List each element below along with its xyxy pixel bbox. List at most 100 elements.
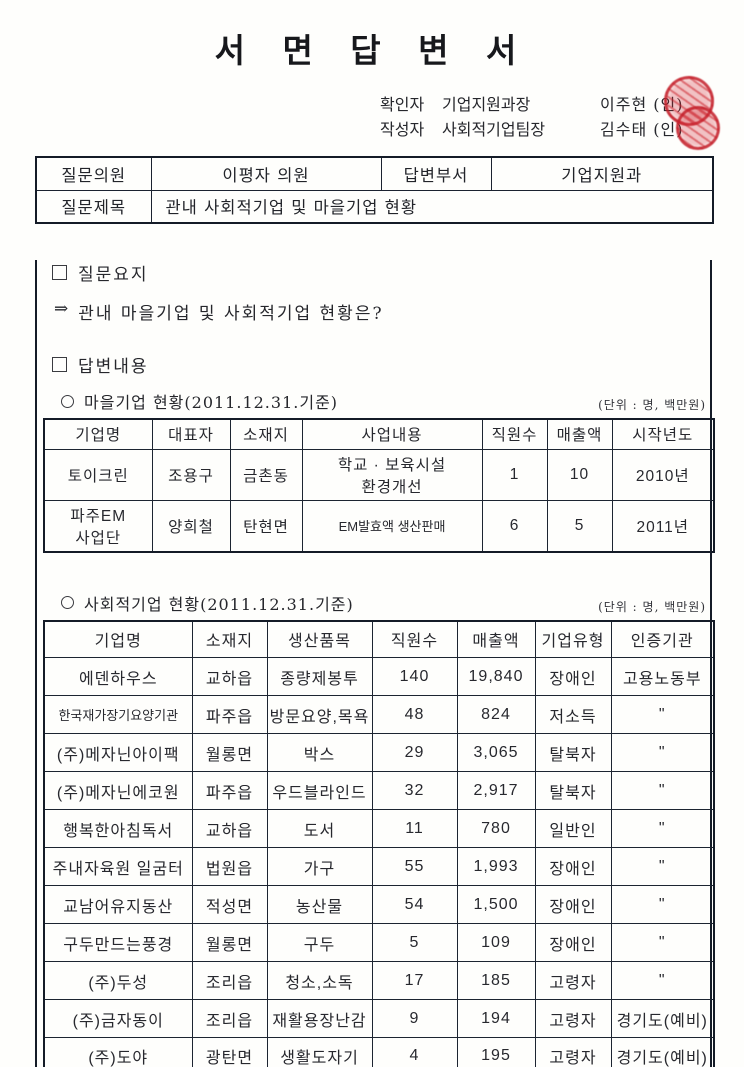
question-header-table: 질문의원 이평자 의원 답변부서 기업지원과 질문제목 관내 사회적기업 및 마…	[35, 156, 714, 224]
question-title-value: 관내 사회적기업 및 마을기업 현황	[150, 189, 714, 224]
table-row: 행복한아침독서 교하읍 도서 11 780 일반인 "	[43, 809, 715, 848]
table-cell: 6	[481, 499, 548, 552]
table-row: 에덴하우스 교하읍 종량제봉투 140 19,840 장애인 고용노동부	[43, 657, 715, 696]
social-table-caption-row: 사회적기업 현황(2011.12.31.기준) (단위 : 명, 백만원)	[61, 591, 706, 615]
table-cell: "	[610, 885, 715, 924]
table-cell: 5	[546, 499, 613, 552]
column-header: 기업유형	[534, 620, 612, 658]
column-header: 직원수	[481, 418, 548, 450]
table-cell: 32	[371, 771, 458, 810]
answer-content-heading: 답변내용	[52, 352, 710, 377]
question-summary-text-line: ⇒ 관내 마을기업 및 사회적기업 현황은?	[54, 299, 710, 324]
table-cell: 토이크린	[43, 448, 153, 501]
table-cell: 고용노동부	[610, 657, 715, 696]
answer-dept-label: 답변부서	[380, 156, 492, 191]
table-cell: 종량제봉투	[266, 657, 373, 696]
table-cell: 학교 · 보육시설 환경개선	[301, 448, 483, 501]
author-position: 사회적기업팀장	[442, 120, 546, 139]
column-header: 시작년도	[611, 418, 715, 450]
table-cell: 농산물	[266, 885, 373, 924]
table-cell: 경기도(예비)	[610, 999, 715, 1038]
table-cell: 9	[371, 999, 458, 1038]
question-summary-heading: 질문요지	[52, 260, 710, 285]
village-table-unit-note: (단위 : 명, 백만원)	[598, 398, 706, 412]
table-cell: 2011년	[611, 499, 715, 552]
table-cell: 가구	[266, 847, 373, 886]
column-header: 직원수	[371, 620, 458, 658]
table-cell: 저소득	[534, 695, 612, 734]
table-cell: 고령자	[534, 961, 612, 1000]
table-cell: 우드블라인드	[266, 771, 373, 810]
author-name-seal: 김수태 (인)	[600, 120, 684, 139]
answer-dept-value: 기업지원과	[490, 156, 714, 191]
confirmer-role-label: 확인자	[380, 95, 425, 114]
table-cell: 행복한아침독서	[43, 809, 193, 848]
table-cell: 청소,소독	[266, 961, 373, 1000]
column-header: 기업명	[43, 418, 153, 450]
table-cell: 주내자육원 일굼터	[43, 847, 193, 886]
table-cell: 195	[456, 1037, 536, 1067]
checkbox-square-icon	[52, 357, 67, 372]
table-cell: 박스	[266, 733, 373, 772]
table-cell: 185	[456, 961, 536, 1000]
table-cell: "	[610, 809, 715, 848]
table-cell: (주)도야	[43, 1037, 193, 1067]
approval-block: 확인자 기업지원과장 이주현 (인) 작성자 사회적기업팀장 김수태 (인)	[380, 76, 720, 150]
table-cell: (주)메자닌에코원	[43, 771, 193, 810]
table-cell: "	[610, 733, 715, 772]
table-cell: 1,993	[456, 847, 536, 886]
table-cell: 54	[371, 885, 458, 924]
table-cell: 고령자	[534, 1037, 612, 1067]
table-row: (주)메자닌에코원 파주읍 우드블라인드 32 2,917 탈북자 "	[43, 771, 715, 810]
column-header: 매출액	[456, 620, 536, 658]
table-cell: (주)금자동이	[43, 999, 193, 1038]
table-cell: 109	[456, 923, 536, 962]
approval-row-confirmer: 확인자 기업지원과장 이주현 (인)	[380, 92, 692, 117]
table-cell: 적성면	[191, 885, 268, 924]
table-cell: 생활도자기	[266, 1037, 373, 1067]
table-cell: 탈북자	[534, 733, 612, 772]
table-row: 주내자육원 일굼터 법원읍 가구 55 1,993 장애인 "	[43, 847, 715, 886]
table-cell: "	[610, 923, 715, 962]
table-cell: 17	[371, 961, 458, 1000]
table-cell: (주)두성	[43, 961, 193, 1000]
village-enterprise-table: 기업명 대표자 소재지 사업내용 직원수 매출액 시작년도 토이크린 조용구 금촌동 학교 · 보…	[43, 418, 715, 553]
checkbox-square-icon	[52, 265, 67, 280]
table-cell: 55	[371, 847, 458, 886]
table-header-row: 기업명 대표자 소재지 사업내용 직원수 매출액 시작년도	[43, 418, 715, 450]
question-member-value: 이평자 의원	[150, 156, 382, 191]
table-cell: 10	[546, 448, 613, 501]
table-cell: 2,917	[456, 771, 536, 810]
table-cell: 조리읍	[191, 961, 268, 1000]
double-arrow-icon: ⇒	[54, 299, 71, 319]
table-cell: 11	[371, 809, 458, 848]
table-row: (주)메자닌아이팩 월롱면 박스 29 3,065 탈북자 "	[43, 733, 715, 772]
circle-bullet-icon	[61, 394, 74, 408]
column-header: 소재지	[229, 418, 303, 450]
table-cell: 구두	[266, 923, 373, 962]
question-summary-label: 질문요지	[78, 265, 149, 285]
column-header: 소재지	[191, 620, 268, 658]
table-cell: 파주읍	[191, 695, 268, 734]
approval-row-author: 작성자 사회적기업팀장 김수태 (인)	[380, 117, 692, 142]
confirmer-position: 기업지원과장	[442, 95, 531, 114]
table-cell: (주)메자닌아이팩	[43, 733, 193, 772]
social-table-unit-note: (단위 : 명, 백만원)	[598, 599, 706, 614]
table-cell: 29	[371, 733, 458, 772]
table-cell: 3,065	[456, 733, 536, 772]
table-row: 질문의원 이평자 의원 답변부서 기업지원과	[35, 156, 714, 191]
answer-body-box: 질문요지 ⇒ 관내 마을기업 및 사회적기업 현황은? 답변내용 마을기업 현황…	[35, 260, 715, 1067]
social-table-caption: 사회적기업 현황(2011.12.31.기준)	[61, 591, 354, 615]
table-cell: 140	[371, 657, 458, 696]
table-cell: 장애인	[534, 657, 612, 696]
table-cell: 한국재가장기요양기관	[43, 695, 193, 734]
table-cell: 구두만드는풍경	[43, 923, 193, 962]
table-row: 토이크린 조용구 금촌동 학교 · 보육시설 환경개선 1 10 2010년	[43, 448, 715, 501]
table-cell: 파주EM 사업단	[43, 499, 153, 552]
table-cell: 방문요양,목욕	[266, 695, 373, 734]
table-header-row: 기업명 소재지 생산품목 직원수 매출액 기업유형 인증기관	[43, 620, 715, 658]
table-cell: 장애인	[534, 847, 612, 886]
question-member-label: 질문의원	[35, 156, 152, 191]
column-header: 기업명	[43, 620, 193, 658]
